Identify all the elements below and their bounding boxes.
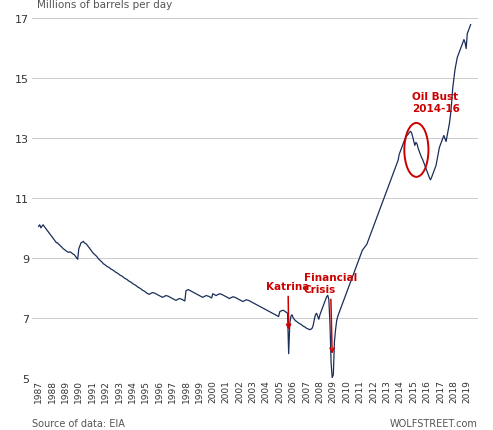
Text: Source of data: EIA: Source of data: EIA (32, 418, 125, 428)
Text: WOLFSTREET.com: WOLFSTREET.com (390, 418, 478, 428)
Text: Katrina: Katrina (266, 281, 310, 329)
Text: Oil Bust
2014-16: Oil Bust 2014-16 (412, 92, 459, 114)
Text: Financial
Crisis: Financial Crisis (304, 273, 357, 353)
Text: Millions of barrels per day: Millions of barrels per day (37, 0, 172, 10)
